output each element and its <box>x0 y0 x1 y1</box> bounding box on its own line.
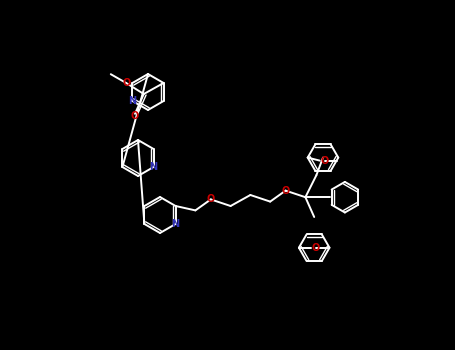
Text: O: O <box>312 243 320 253</box>
Text: N: N <box>128 96 136 106</box>
Text: O: O <box>131 111 139 121</box>
Text: O: O <box>122 78 130 88</box>
Text: O: O <box>282 186 290 196</box>
Text: O: O <box>321 156 329 166</box>
Text: O: O <box>207 194 215 204</box>
Text: N: N <box>172 219 180 229</box>
Text: N: N <box>150 162 157 172</box>
